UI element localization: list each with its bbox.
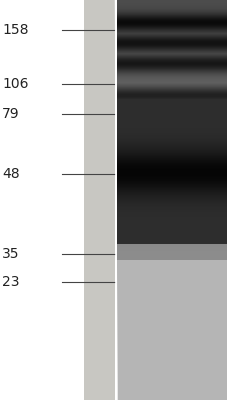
Text: 79: 79 bbox=[2, 107, 20, 121]
Text: 23: 23 bbox=[2, 275, 20, 289]
Text: 48: 48 bbox=[2, 167, 20, 181]
Text: 158: 158 bbox=[2, 23, 29, 37]
Bar bbox=[0, 0, 115, 400]
Bar bbox=[117, 0, 227, 400]
Text: 35: 35 bbox=[2, 247, 20, 261]
Bar bbox=[84, 0, 115, 400]
Text: 106: 106 bbox=[2, 77, 29, 91]
